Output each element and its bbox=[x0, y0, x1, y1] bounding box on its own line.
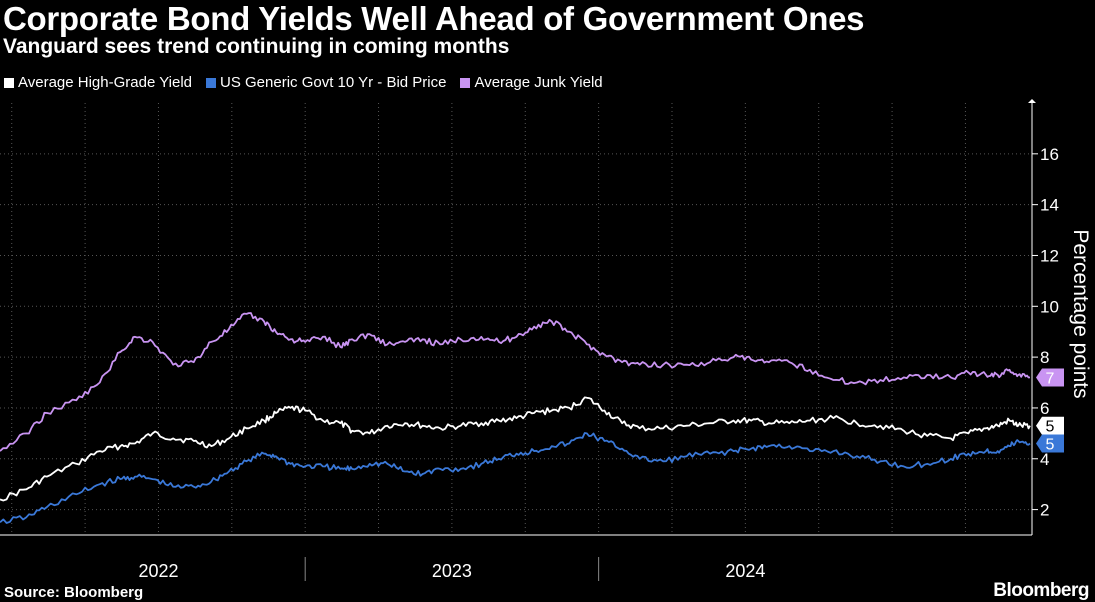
y-axis-tick-label: 4 bbox=[1040, 450, 1049, 469]
legend-item-govt-10yr: US Generic Govt 10 Yr - Bid Price bbox=[206, 74, 446, 91]
y-axis-tick-label: 10 bbox=[1040, 297, 1059, 316]
y-axis-tick-label: 16 bbox=[1040, 145, 1059, 164]
legend: Average High-Grade Yield US Generic Govt… bbox=[4, 74, 603, 91]
legend-swatch-govt-10yr bbox=[206, 77, 216, 88]
legend-swatch-high-grade bbox=[4, 77, 14, 88]
legend-label-govt-10yr: US Generic Govt 10 Yr - Bid Price bbox=[220, 74, 447, 91]
y-axis-title: Percentage points bbox=[1069, 229, 1092, 398]
last-value-label-1: 5 bbox=[1046, 437, 1055, 454]
series-line-0 bbox=[0, 396, 1031, 502]
y-axis-tick-label: 2 bbox=[1040, 501, 1049, 520]
legend-swatch-junk bbox=[460, 77, 471, 88]
y-axis-tick-label: 6 bbox=[1040, 399, 1049, 418]
legend-label-junk: Average Junk Yield bbox=[474, 74, 603, 91]
last-value-marker-2 bbox=[1036, 368, 1064, 387]
legend-item-high-grade: Average High-Grade Yield bbox=[4, 74, 192, 91]
last-value-label-2: 7 bbox=[1046, 370, 1055, 387]
chart-subtitle: Vanguard sees trend continuing in coming… bbox=[3, 35, 510, 58]
y-axis-tick-label: 8 bbox=[1040, 348, 1049, 367]
series-line-2 bbox=[0, 312, 1031, 452]
source-note: Source: Bloomberg bbox=[4, 584, 144, 601]
series-line-1 bbox=[0, 432, 1031, 524]
last-value-marker-0 bbox=[1036, 416, 1064, 435]
chart-title: Corporate Bond Yields Well Ahead of Gove… bbox=[3, 0, 865, 37]
last-value-label-0: 5 bbox=[1046, 419, 1055, 436]
legend-label-high-grade: Average High-Grade Yield bbox=[18, 74, 192, 91]
x-axis-year-label: 2024 bbox=[725, 561, 765, 581]
y-axis-tick-label: 12 bbox=[1040, 246, 1059, 265]
x-axis-year-label: 2023 bbox=[432, 561, 472, 581]
last-value-marker-1 bbox=[1036, 434, 1064, 453]
legend-item-junk: Average Junk Yield bbox=[460, 74, 603, 91]
bloomberg-logo: Bloomberg bbox=[993, 580, 1089, 601]
y-axis-tick-label: 14 bbox=[1040, 196, 1059, 215]
y-axis-arrow bbox=[1028, 99, 1036, 103]
x-axis-year-label: 2022 bbox=[138, 561, 178, 581]
